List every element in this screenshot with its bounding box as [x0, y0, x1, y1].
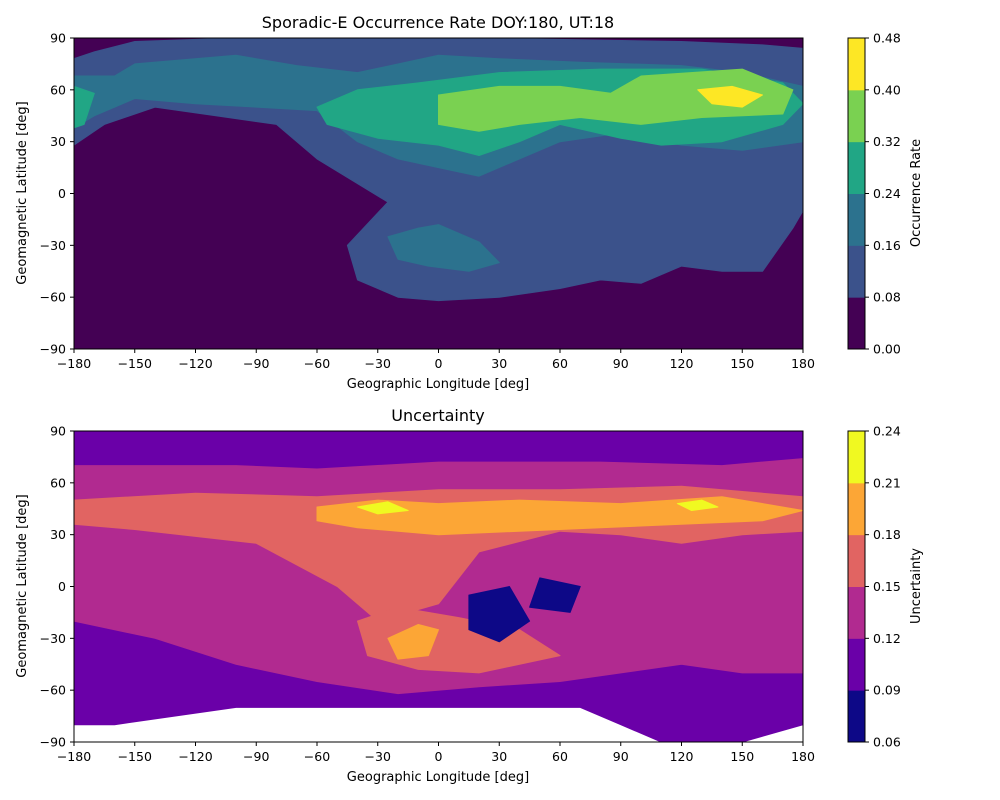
y-tick-label: −60 [40, 290, 66, 305]
colorbar-tick-label: 0.12 [873, 631, 901, 646]
y-tick-label: 30 [50, 527, 66, 542]
x-tick-label: 120 [670, 356, 694, 371]
x-tick-label: 0 [435, 749, 443, 764]
colorbar-segment [848, 297, 865, 350]
y-axis-label: Geomagnetic Latitude [deg] [15, 101, 30, 284]
x-tick-label: 180 [791, 749, 815, 764]
y-tick-label: −30 [40, 238, 66, 253]
contour-region [74, 85, 95, 129]
contour-regions [74, 38, 803, 349]
colorbar-segment [848, 638, 865, 691]
x-tick-label: 150 [730, 356, 754, 371]
x-tick-label: −90 [243, 356, 269, 371]
y-tick-label: 90 [50, 31, 66, 46]
x-tick-label: 60 [552, 356, 568, 371]
colorbar-tick-label: 0.24 [873, 186, 901, 201]
x-tick-label: −180 [57, 749, 91, 764]
x-tick-label: −120 [178, 356, 212, 371]
contour-region [316, 496, 803, 536]
uncertainty-panel: Uncertainty −180 −150 −120 −90 −60 −30 0 30 60 90… [15, 406, 924, 785]
y-tick-label: 0 [58, 186, 66, 201]
y-tick-label: −30 [40, 631, 66, 646]
colorbar-label: Uncertainty [909, 548, 924, 624]
contour-region [387, 624, 439, 660]
contour-region [357, 501, 409, 515]
y-tick-label: −90 [40, 735, 66, 750]
colorbar-tick-label: 0.16 [873, 238, 901, 253]
colorbar-segment [848, 89, 865, 143]
colorbar-segment [848, 690, 865, 743]
x-tick-label: −90 [243, 749, 269, 764]
x-tick-label: 180 [791, 356, 815, 371]
y-tick-label: −90 [40, 342, 66, 357]
contour-regions [74, 431, 803, 742]
x-axis: −180 −150 −120 −90 −60 −30 0 30 60 90 120 150 180 [57, 742, 815, 764]
y-tick-label: 60 [50, 82, 66, 97]
colorbar-tick-label: 0.48 [873, 31, 901, 46]
colorbar-tick-label: 0.18 [873, 527, 901, 542]
colorbar-segment [848, 141, 865, 194]
contour-region [676, 499, 719, 511]
contour-region [468, 586, 531, 643]
x-tick-label: −180 [57, 356, 91, 371]
colorbar-segment [848, 534, 865, 587]
x-tick-label: −60 [304, 749, 330, 764]
x-tick-label: 60 [552, 749, 568, 764]
colorbar-tick-label: 0.00 [873, 342, 901, 357]
x-tick-label: −30 [365, 356, 391, 371]
x-tick-label: 30 [491, 749, 507, 764]
y-axis-label: Geomagnetic Latitude [deg] [15, 494, 30, 677]
x-tick-label: 30 [491, 356, 507, 371]
colorbar-segment [848, 431, 865, 484]
occurrence-rate-panel: Sporadic-E Occurrence Rate DOY:180, UT:1… [15, 13, 924, 392]
colorbar-tick-label: 0.09 [873, 683, 901, 698]
x-tick-label: 0 [435, 356, 443, 371]
contour-region [438, 68, 794, 132]
x-tick-label: −150 [118, 356, 152, 371]
colorbar-segment [848, 38, 865, 91]
colorbar-tick-label: 0.24 [873, 424, 901, 439]
x-tick-label: 150 [730, 749, 754, 764]
chart-title: Uncertainty [391, 406, 484, 425]
x-tick-label: 90 [613, 356, 629, 371]
colorbar-tick-label: 0.08 [873, 290, 901, 305]
colorbar-tick-label: 0.40 [873, 82, 901, 97]
x-tick-label: −120 [178, 749, 212, 764]
colorbar-tick-label: 0.15 [873, 579, 901, 594]
contour-region [529, 577, 581, 613]
colorbar-label: Occurrence Rate [909, 139, 924, 247]
colorbar-segment [848, 245, 865, 298]
colorbar-segment [848, 586, 865, 639]
x-tick-label: 90 [613, 749, 629, 764]
colorbar: 0.06 0.09 0.12 0.15 0.18 0.21 0.24 [847, 424, 901, 750]
colorbar-tick-label: 0.21 [873, 475, 901, 490]
y-tick-label: 60 [50, 475, 66, 490]
x-axis: −180 −150 −120 −90 −60 −30 0 30 60 90 120 150 180 [57, 349, 815, 371]
x-axis-label: Geographic Longitude [deg] [347, 770, 529, 785]
y-tick-label: 0 [58, 579, 66, 594]
x-axis-label: Geographic Longitude [deg] [347, 377, 529, 392]
x-tick-label: −30 [365, 749, 391, 764]
y-tick-label: 90 [50, 424, 66, 439]
x-tick-label: −60 [304, 356, 330, 371]
x-tick-label: 120 [670, 749, 694, 764]
colorbar-segment [848, 193, 865, 246]
colorbar-tick-label: 0.32 [873, 134, 901, 149]
chart-title: Sporadic-E Occurrence Rate DOY:180, UT:1… [262, 13, 614, 32]
x-tick-label: −150 [118, 749, 152, 764]
colorbar-segment [848, 482, 865, 536]
colorbar-tick-label: 0.06 [873, 735, 901, 750]
colorbar: 0.00 0.08 0.16 0.24 0.32 0.40 0.48 [847, 31, 901, 357]
y-axis: −90 −60 −30 0 30 60 90 [40, 31, 74, 357]
y-tick-label: −60 [40, 683, 66, 698]
y-axis: −90 −60 −30 0 30 60 90 [40, 424, 74, 750]
y-tick-label: 30 [50, 134, 66, 149]
contour-region [697, 85, 763, 108]
contour-region [387, 224, 500, 272]
